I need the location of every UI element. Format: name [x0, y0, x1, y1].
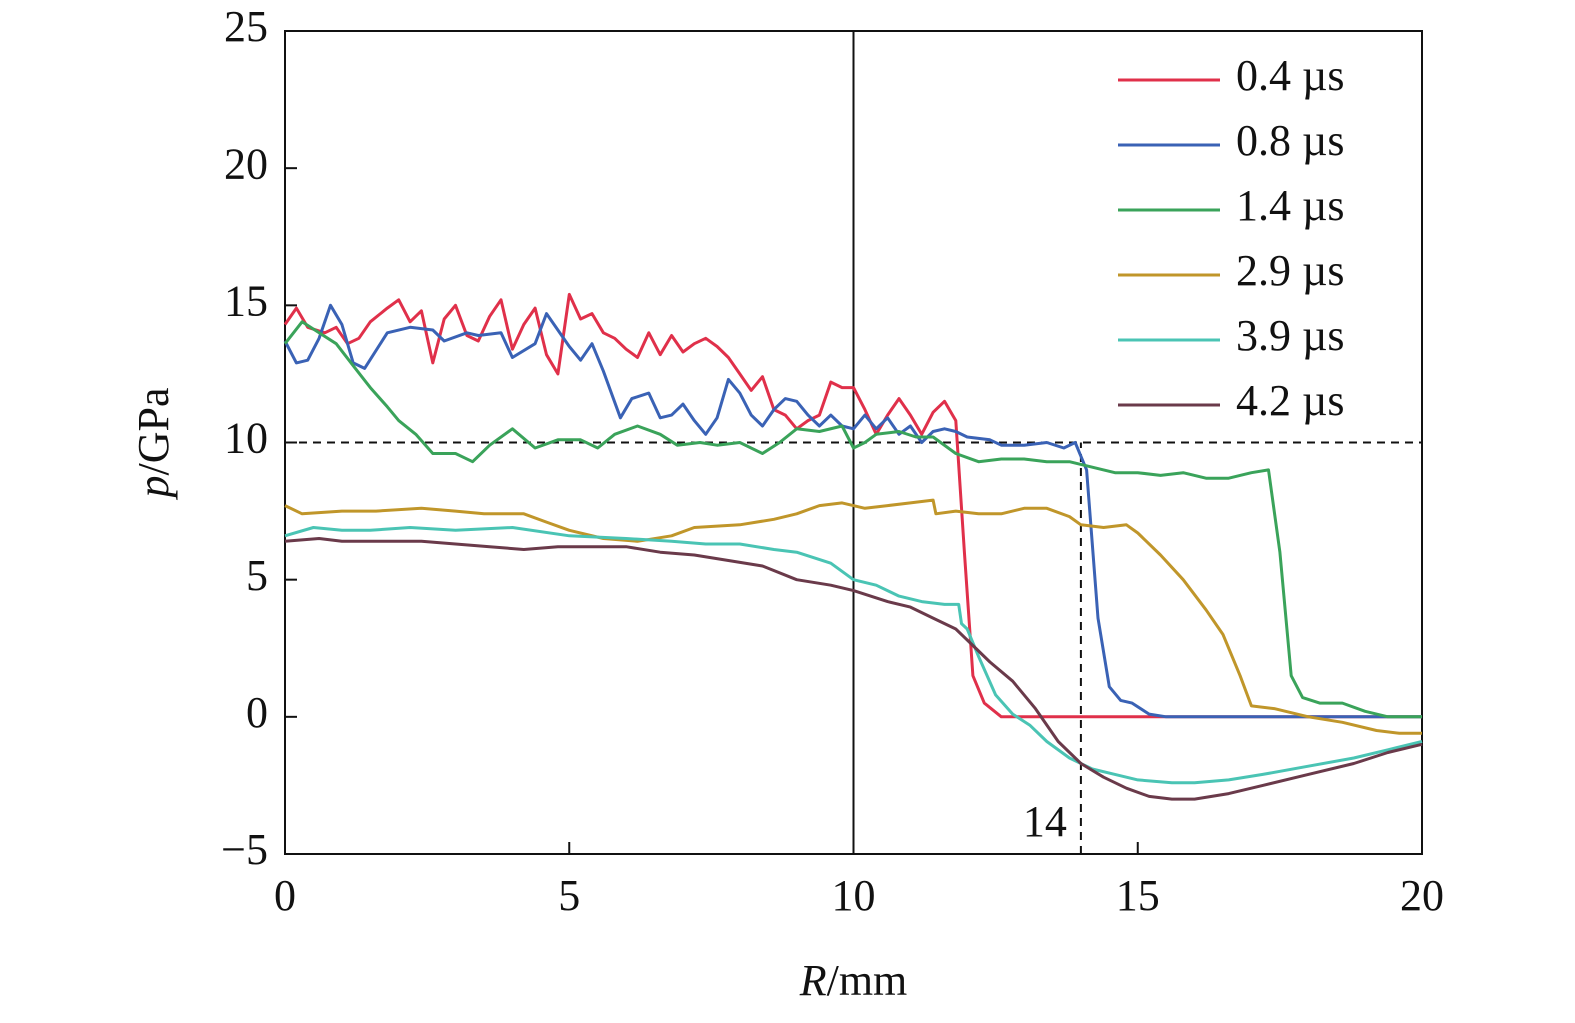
series-line [283, 292, 1422, 719]
legend-label: 4.2 µs [1236, 376, 1344, 425]
y-tick-label: 5 [246, 551, 268, 600]
series-line [284, 537, 1423, 801]
annotation: 14 [1023, 797, 1067, 846]
series-line [283, 320, 1422, 719]
x-tick-label: 10 [832, 871, 876, 920]
y-tick-label: 15 [224, 276, 268, 325]
x-tick-label: 5 [558, 871, 580, 920]
y-tick-label: 10 [224, 414, 268, 463]
x-tick-label: 20 [1400, 871, 1444, 920]
x-tick-label: 0 [274, 871, 296, 920]
x-axis-label: R/mm [799, 956, 908, 1005]
legend-label: 1.4 µs [1236, 181, 1344, 230]
legend-label: 3.9 µs [1236, 311, 1344, 360]
y-axis-label: p/GPa [129, 388, 178, 501]
y-tick-label: −5 [221, 825, 268, 874]
legend-label: 2.9 µs [1236, 246, 1344, 295]
legend-label: 0.8 µs [1236, 116, 1344, 165]
series-line [284, 498, 1422, 735]
y-tick-label: 25 [224, 2, 268, 51]
y-tick-label: 20 [224, 139, 268, 188]
y-tick-label: 0 [246, 688, 268, 737]
x-tick-label: 15 [1116, 871, 1160, 920]
series-line [283, 303, 1422, 719]
series-line [284, 526, 1423, 785]
legend-label: 0.4 µs [1236, 51, 1344, 100]
